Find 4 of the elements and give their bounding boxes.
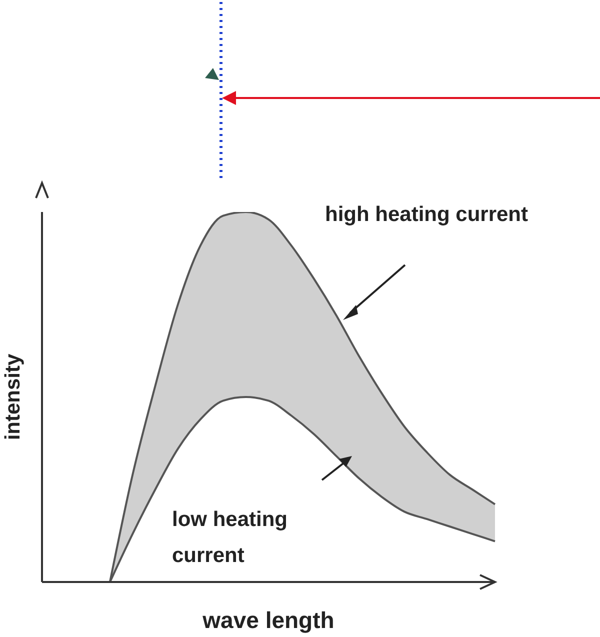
series-label: high heating current xyxy=(325,203,528,226)
x-axis-title: wave length xyxy=(202,607,334,633)
y-axis-title: intensity xyxy=(1,354,24,440)
series-label: low heating current xyxy=(172,508,288,567)
